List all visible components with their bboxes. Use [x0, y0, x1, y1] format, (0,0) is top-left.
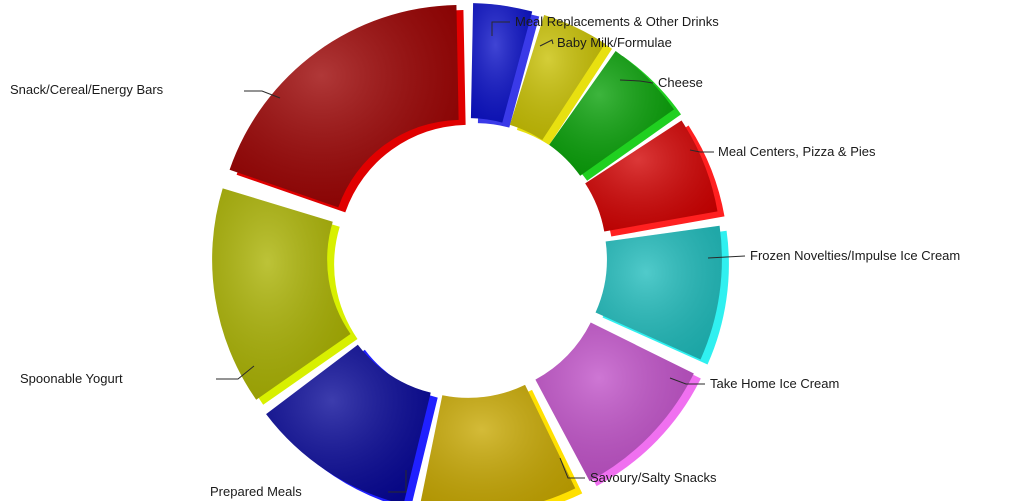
leader-line [669, 377, 705, 385]
donut-slice-shine [212, 188, 351, 400]
slice-label: Baby Milk/Formulae [557, 35, 672, 50]
donut-slice-shine [509, 15, 606, 141]
leader-line [539, 39, 554, 47]
donut-slice [585, 120, 725, 237]
donut-slice-shine [266, 344, 431, 501]
donut-slice [595, 225, 729, 365]
slice-label: Snack/Cereal/Energy Bars [10, 82, 164, 97]
slice-label: Spoonable Yogurt [20, 371, 123, 386]
donut-slice [212, 188, 358, 405]
slice-label: Prepared Meals [210, 484, 302, 499]
leader-line [619, 79, 654, 84]
donut-slice-shine [535, 322, 694, 482]
donut-slice [420, 384, 583, 501]
leader-line [491, 21, 510, 36]
slice-label: Frozen Novelties/Impulse Ice Cream [750, 248, 960, 263]
donut-slice [549, 50, 682, 181]
leader-line [689, 149, 714, 153]
leader-line [388, 470, 407, 493]
donut-slice [229, 4, 466, 213]
leader-line [559, 457, 585, 479]
donut-slice-shine [229, 4, 459, 208]
donut-slice [470, 3, 540, 128]
slice-label: Cheese [658, 75, 703, 90]
leader-line [707, 255, 746, 259]
donut-slice [509, 15, 613, 146]
donut-slice-shine [585, 120, 718, 232]
slice-label: Meal Centers, Pizza & Pies [718, 144, 876, 159]
slice-label: Meal Replacements & Other Drinks [515, 14, 719, 29]
leader-line [244, 90, 281, 99]
slice-label: Take Home Ice Cream [710, 376, 839, 391]
donut-slice-shine [470, 3, 533, 123]
donut-slice [266, 344, 438, 501]
donut-slice [535, 322, 701, 487]
donut-slice-shine [420, 384, 576, 501]
donut-slice-shine [595, 225, 722, 360]
donut-slice-shine [549, 50, 675, 176]
slice-label: Savoury/Salty Snacks [590, 470, 717, 485]
leader-line [216, 365, 255, 380]
